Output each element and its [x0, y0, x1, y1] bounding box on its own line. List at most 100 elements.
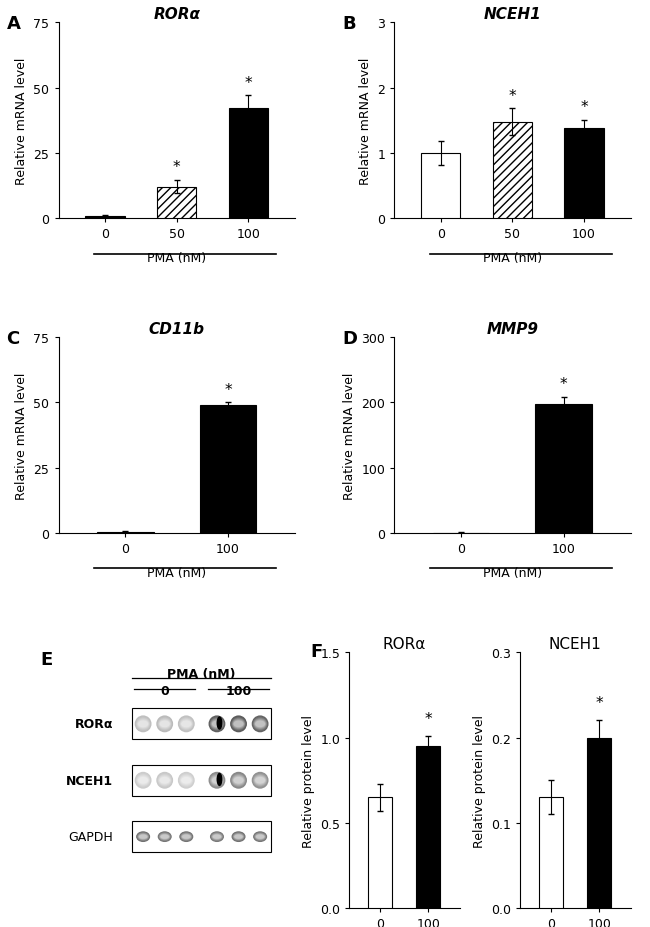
Ellipse shape [254, 718, 266, 730]
Ellipse shape [139, 834, 148, 839]
Ellipse shape [138, 777, 148, 784]
Ellipse shape [253, 832, 267, 842]
Ellipse shape [254, 832, 266, 841]
Ellipse shape [180, 775, 192, 786]
Ellipse shape [179, 717, 193, 730]
Text: *: * [560, 376, 567, 391]
Ellipse shape [211, 776, 223, 785]
Ellipse shape [159, 833, 170, 840]
Ellipse shape [232, 718, 245, 730]
Ellipse shape [137, 832, 149, 841]
Ellipse shape [160, 777, 170, 784]
Bar [157, 187, 196, 219]
Ellipse shape [136, 775, 150, 786]
Text: *: * [595, 695, 603, 710]
Text: GAPDH: GAPDH [68, 831, 113, 844]
Ellipse shape [137, 719, 149, 729]
Ellipse shape [233, 832, 244, 841]
Ellipse shape [181, 720, 191, 728]
Y-axis label: Relative mRNA level: Relative mRNA level [343, 372, 356, 500]
Y-axis label: Relative mRNA level: Relative mRNA level [15, 372, 28, 500]
Ellipse shape [158, 832, 171, 842]
Ellipse shape [210, 774, 224, 787]
Ellipse shape [181, 776, 192, 785]
Ellipse shape [212, 834, 222, 840]
Ellipse shape [160, 720, 170, 728]
Ellipse shape [182, 834, 190, 839]
Y-axis label: Relative mRNA level: Relative mRNA level [15, 57, 28, 184]
Ellipse shape [157, 717, 172, 731]
Title: NCEH1: NCEH1 [549, 636, 602, 651]
Bar [421, 154, 460, 219]
Text: 100: 100 [226, 684, 252, 697]
Ellipse shape [159, 832, 170, 841]
Text: *: * [508, 88, 516, 104]
Ellipse shape [159, 775, 171, 786]
Ellipse shape [211, 775, 224, 786]
Ellipse shape [180, 832, 193, 842]
Ellipse shape [160, 834, 170, 840]
Ellipse shape [159, 719, 170, 729]
Ellipse shape [136, 832, 150, 842]
Text: *: * [244, 75, 252, 91]
Text: 0: 0 [161, 684, 169, 697]
Ellipse shape [253, 717, 267, 730]
Ellipse shape [232, 832, 245, 842]
Text: E: E [40, 650, 53, 667]
Ellipse shape [179, 832, 193, 842]
Ellipse shape [138, 833, 148, 840]
Text: B: B [342, 16, 356, 33]
Ellipse shape [253, 774, 267, 787]
Ellipse shape [209, 773, 225, 788]
Ellipse shape [159, 718, 171, 730]
Ellipse shape [210, 717, 224, 730]
Ellipse shape [231, 773, 246, 788]
Text: *: * [224, 382, 232, 397]
Bar [229, 109, 268, 219]
X-axis label: PMA (nM): PMA (nM) [147, 252, 206, 265]
Ellipse shape [157, 773, 172, 788]
Ellipse shape [254, 832, 266, 842]
Ellipse shape [255, 833, 265, 840]
Text: F: F [311, 642, 323, 660]
Ellipse shape [231, 717, 246, 731]
Ellipse shape [209, 717, 225, 731]
Bar [417, 746, 440, 908]
Ellipse shape [216, 773, 222, 786]
Title: RORα: RORα [383, 636, 426, 651]
Text: D: D [342, 330, 357, 348]
Text: *: * [580, 100, 588, 115]
Ellipse shape [231, 774, 246, 787]
Ellipse shape [138, 834, 148, 840]
Bar [369, 797, 393, 908]
Ellipse shape [156, 716, 173, 732]
Ellipse shape [136, 717, 150, 730]
Ellipse shape [179, 774, 193, 787]
Bar [493, 122, 532, 219]
Ellipse shape [178, 716, 195, 732]
Ellipse shape [255, 834, 265, 840]
Ellipse shape [212, 720, 222, 728]
Bar [133, 821, 271, 852]
Ellipse shape [231, 717, 246, 730]
Ellipse shape [231, 832, 246, 842]
X-axis label: PMA (nM): PMA (nM) [483, 566, 542, 579]
Text: C: C [6, 330, 20, 348]
Ellipse shape [135, 772, 151, 789]
Ellipse shape [233, 720, 244, 728]
Y-axis label: Relative mRNA level: Relative mRNA level [359, 57, 372, 184]
Ellipse shape [136, 774, 150, 787]
Ellipse shape [138, 720, 148, 728]
Ellipse shape [178, 772, 195, 789]
Ellipse shape [135, 717, 151, 731]
Bar [85, 217, 125, 219]
Bar [540, 797, 564, 908]
Ellipse shape [179, 773, 194, 788]
Ellipse shape [235, 834, 242, 839]
Ellipse shape [210, 832, 224, 842]
Ellipse shape [159, 776, 170, 785]
Text: *: * [173, 160, 181, 175]
Ellipse shape [181, 832, 192, 841]
Ellipse shape [254, 776, 266, 785]
Ellipse shape [209, 716, 226, 732]
